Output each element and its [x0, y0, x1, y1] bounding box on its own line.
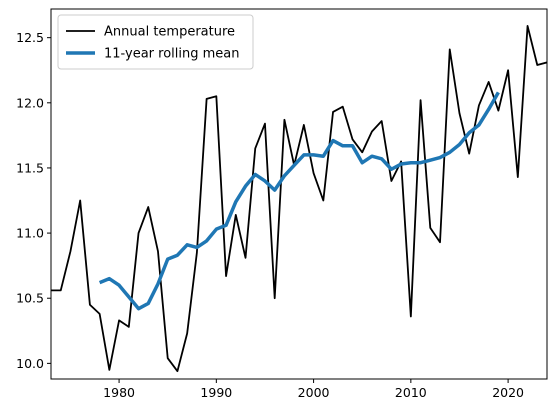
legend-box	[57, 14, 254, 70]
y-tick-label: 11.5	[16, 160, 44, 175]
y-axis: 10.0 10.5 11.0 11.5 12.0 12.5	[16, 30, 51, 371]
y-tick-label: 12.0	[16, 95, 44, 110]
y-tick-label: 11.0	[16, 226, 44, 241]
x-tick-label: 2000	[298, 385, 330, 400]
series-line-rolling-mean	[98, 91, 500, 311]
x-tick-label: 1980	[103, 385, 135, 400]
x-axis: 1980 1990 2000 2010 2020	[103, 379, 524, 400]
legend-label-rolling-mean: 11-year rolling mean	[104, 47, 239, 62]
legend: Annual temperature 11-year rolling mean	[57, 14, 254, 70]
plot-area	[51, 25, 547, 373]
y-tick-label: 12.5	[16, 30, 44, 45]
plot-frame	[50, 8, 548, 380]
series-line-annual-temperature	[51, 25, 547, 373]
x-tick-label: 2010	[395, 385, 427, 400]
x-tick-label: 2020	[492, 385, 524, 400]
x-tick-label: 1990	[200, 385, 232, 400]
y-tick-label: 10.5	[16, 291, 44, 306]
y-tick-label: 10.0	[16, 356, 44, 371]
legend-label-annual-temperature: Annual temperature	[104, 25, 235, 40]
